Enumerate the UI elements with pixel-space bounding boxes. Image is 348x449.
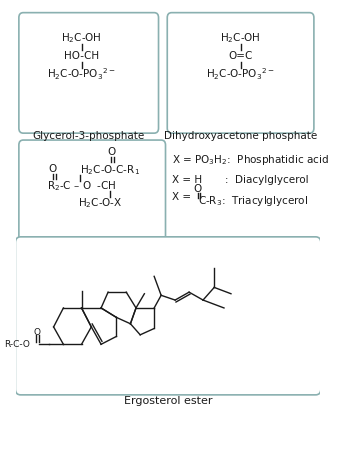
Text: X = H       :  Diacylglycerol: X = H : Diacylglycerol [172,175,308,185]
Text: O: O [194,185,202,194]
Text: H$_2$C-O-X: H$_2$C-O-X [78,196,122,210]
Text: Dihydroxyacetone phosphate: Dihydroxyacetone phosphate [164,131,317,141]
Text: H$_2$C-OH: H$_2$C-OH [61,31,102,45]
Text: O: O [107,147,116,157]
Text: C-R$_3$:  Triacylglycerol: C-R$_3$: Triacylglycerol [198,194,308,208]
Text: Glycerol-3-phosphate: Glycerol-3-phosphate [33,131,145,141]
Text: H$_2$C-O-C-R$_1$: H$_2$C-O-C-R$_1$ [80,163,140,176]
FancyBboxPatch shape [167,13,314,133]
FancyBboxPatch shape [15,237,321,395]
Text: H$_2$C-O-PO$_3$$^{2-}$: H$_2$C-O-PO$_3$$^{2-}$ [47,66,116,82]
Text: X = PO$_3$H$_2$:  Phosphatidic acid: X = PO$_3$H$_2$: Phosphatidic acid [172,153,329,167]
Text: HO-CH: HO-CH [64,51,99,61]
Text: Ergosterol ester: Ergosterol ester [124,396,212,406]
FancyBboxPatch shape [19,140,166,259]
Text: R-C-O: R-C-O [4,340,30,349]
Text: O: O [49,164,57,174]
Text: R$_2$-C – O  -CH: R$_2$-C – O -CH [47,180,117,194]
Text: O=C: O=C [228,51,253,61]
Text: H$_2$C-O-PO$_3$$^{2-}$: H$_2$C-O-PO$_3$$^{2-}$ [206,66,275,82]
Text: X =: X = [172,192,194,202]
Text: O: O [34,328,41,337]
Text: H$_2$C-OH: H$_2$C-OH [220,31,261,45]
FancyBboxPatch shape [19,13,159,133]
